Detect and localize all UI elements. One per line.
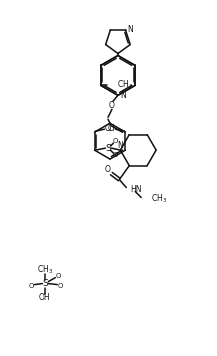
Text: O: O (58, 283, 63, 289)
Text: O: O (109, 101, 115, 110)
Text: Cl: Cl (105, 124, 112, 133)
Text: OH: OH (39, 293, 50, 302)
Text: CH$_3$: CH$_3$ (117, 78, 133, 91)
Text: N: N (117, 141, 123, 150)
Text: HN: HN (130, 185, 142, 194)
Text: O: O (113, 138, 118, 144)
Text: S: S (105, 143, 111, 153)
Text: N: N (128, 25, 133, 33)
Text: O: O (113, 152, 118, 158)
Text: S: S (43, 279, 48, 288)
Text: Cl: Cl (108, 124, 115, 133)
Text: O: O (104, 165, 110, 174)
Text: N: N (120, 91, 126, 100)
Text: CH$_3$: CH$_3$ (151, 192, 167, 205)
Text: O: O (56, 273, 61, 279)
Text: O: O (29, 283, 34, 289)
Text: CH$_3$: CH$_3$ (37, 263, 53, 276)
